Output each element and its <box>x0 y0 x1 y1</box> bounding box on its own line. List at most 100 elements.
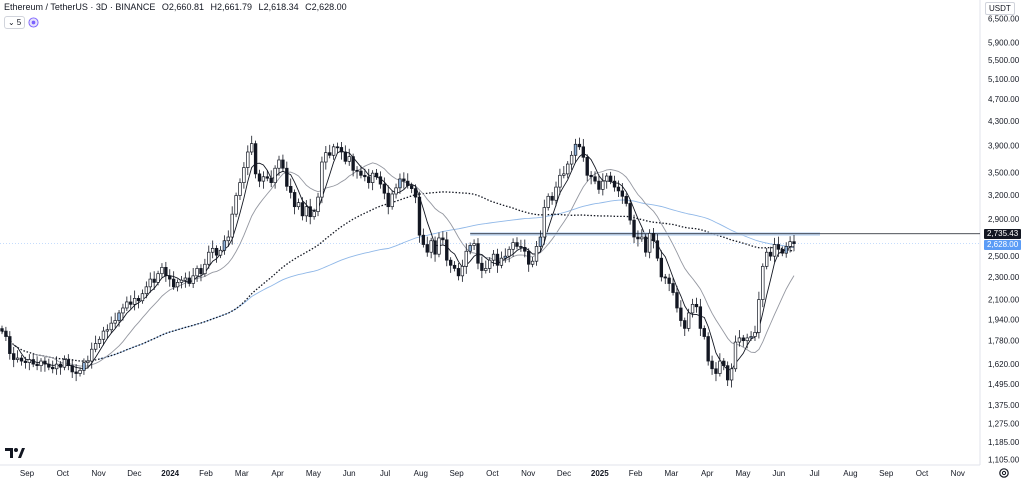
symbol-legend: Ethereum / TetherUS · 3D · BINANCE O2,66… <box>4 2 347 12</box>
candle-body <box>261 176 266 182</box>
indicator-settings-icon[interactable] <box>28 17 39 28</box>
open-value: 2,660.81 <box>168 2 204 12</box>
candle-body <box>456 268 461 277</box>
horizontal-level-tag: 2,735.43 <box>984 228 1022 239</box>
low-value: 2,618.34 <box>263 2 299 12</box>
candle-body <box>597 180 601 190</box>
candle-body <box>370 172 375 183</box>
candle-body <box>273 167 277 183</box>
candle-body <box>121 307 125 314</box>
candle-body <box>19 357 24 362</box>
time-tick-label: Oct <box>916 469 929 478</box>
candle-body <box>230 213 234 238</box>
candle-body <box>289 185 293 193</box>
tradingview-logo-icon[interactable] <box>5 446 25 460</box>
candle-body <box>515 242 519 247</box>
candle-body <box>101 330 106 340</box>
candle-body <box>129 301 133 305</box>
candle-body <box>70 365 74 373</box>
candle-body <box>320 161 324 198</box>
candle-body <box>550 195 554 201</box>
time-tick-label: Dec <box>557 469 571 478</box>
collapse-indicators-button[interactable]: ⌄ 5 <box>4 16 26 29</box>
candle-body <box>175 282 180 288</box>
candle-body <box>683 320 687 329</box>
candle-body <box>776 244 781 250</box>
candle-body <box>8 336 12 354</box>
time-tick-label: Oct <box>57 469 70 478</box>
candle-body <box>737 337 742 343</box>
price-tick-label: 1,185.00 <box>988 438 1020 447</box>
high-value: 2,661.79 <box>216 2 253 12</box>
candle-body <box>585 156 589 176</box>
candle-body <box>144 286 149 295</box>
price-tick-label: 2,900.00 <box>988 215 1020 224</box>
candle-body <box>218 249 223 256</box>
candle-body <box>581 146 585 158</box>
time-tick-label: Aug <box>843 469 857 478</box>
candle-body <box>367 176 371 183</box>
candle-body <box>406 180 410 186</box>
time-tick-label: Nov <box>91 469 105 478</box>
candle-body <box>125 301 129 309</box>
candle-body <box>402 178 406 182</box>
candle-body <box>484 268 488 271</box>
candle-body <box>542 207 546 238</box>
candle-body <box>413 188 418 198</box>
candle-body <box>624 195 628 204</box>
candle-body <box>686 312 691 329</box>
candle-body <box>546 195 550 208</box>
candle-body <box>468 245 472 252</box>
candle-body <box>183 277 188 281</box>
candle-body <box>702 328 706 337</box>
candle-body <box>343 151 348 162</box>
gear-icon[interactable] <box>998 467 1010 479</box>
candle-body <box>417 196 422 236</box>
price-tick-label: 2,500.00 <box>988 252 1020 261</box>
candle-body <box>66 359 71 367</box>
candle-body <box>507 248 511 257</box>
candle-body <box>437 237 441 255</box>
candle-body <box>168 275 172 280</box>
candle-body <box>729 368 734 381</box>
price-tick-label: 1,940.00 <box>988 315 1020 324</box>
candle-body <box>772 244 777 257</box>
candle-body <box>753 332 757 337</box>
candle-body <box>359 170 363 176</box>
candle-body <box>160 267 164 275</box>
candle-body <box>90 348 94 362</box>
candle-body <box>78 369 82 374</box>
candle-body <box>152 278 156 283</box>
candle-body <box>39 360 43 367</box>
candle-body <box>448 259 453 266</box>
currency-label[interactable]: USDT <box>985 2 1015 15</box>
symbol-title[interactable]: Ethereum / TetherUS · 3D · BINANCE <box>4 2 156 12</box>
price-tick-label: 6,500.00 <box>988 14 1020 23</box>
time-tick-label: Feb <box>199 469 213 478</box>
indicator-legend: ⌄ 5 <box>4 16 39 29</box>
price-tick-label: 2,300.00 <box>988 273 1020 282</box>
candle-body <box>164 267 168 277</box>
candle-body <box>780 248 784 254</box>
candle-body <box>74 371 78 374</box>
candle-body <box>573 143 578 156</box>
time-tick-label: Apr <box>271 469 284 478</box>
candle-body <box>421 234 426 245</box>
candle-body <box>757 299 761 333</box>
close-label: C <box>305 2 312 12</box>
candle-body <box>265 176 269 179</box>
candle-body <box>562 173 566 176</box>
candle-body <box>12 353 16 360</box>
price-tick-label: 5,100.00 <box>988 75 1020 84</box>
candle-body <box>226 236 230 242</box>
candle-body <box>527 250 531 265</box>
candle-body <box>519 246 523 248</box>
candle-body <box>316 196 320 212</box>
time-tick-label: Jun <box>772 469 785 478</box>
candle-body <box>722 360 726 367</box>
candle-body <box>495 253 500 266</box>
time-tick-label: Sep <box>20 469 35 478</box>
candle-body <box>589 174 593 178</box>
